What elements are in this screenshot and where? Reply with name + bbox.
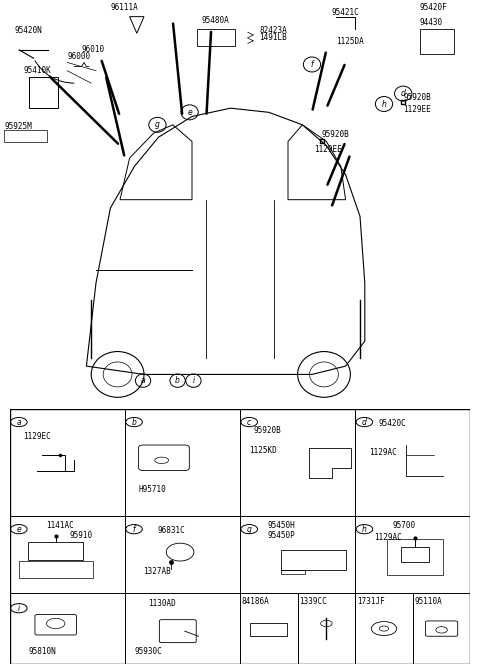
Text: e: e (16, 525, 21, 533)
Text: g: g (247, 525, 252, 533)
Text: 95920B: 95920B (254, 426, 282, 435)
Text: 95110A: 95110A (414, 597, 442, 606)
Text: g: g (155, 120, 160, 130)
Text: 1125DA: 1125DA (336, 37, 364, 46)
Text: c: c (247, 417, 252, 427)
Text: H95710: H95710 (139, 485, 167, 494)
Text: 96010: 96010 (82, 45, 105, 54)
Text: 95410K: 95410K (24, 66, 52, 74)
Text: 95920B: 95920B (322, 130, 349, 140)
Text: 95925M: 95925M (5, 122, 33, 131)
Text: f: f (132, 525, 135, 533)
Text: 1130AD: 1130AD (148, 599, 176, 608)
Text: 96111A: 96111A (110, 3, 138, 12)
Text: 1339CC: 1339CC (299, 597, 327, 606)
Text: 1491LB: 1491LB (259, 32, 287, 42)
Text: 95450P: 95450P (268, 531, 295, 540)
Text: e: e (187, 108, 192, 117)
Text: b: b (132, 417, 136, 427)
Text: 95930C: 95930C (134, 647, 162, 656)
Text: 1327AB: 1327AB (143, 567, 171, 576)
Text: 1129EE: 1129EE (314, 145, 342, 154)
Text: 95920B: 95920B (403, 93, 431, 102)
Text: 95910: 95910 (70, 531, 93, 540)
Text: h: h (362, 525, 367, 533)
Text: 1125KD: 1125KD (249, 446, 277, 454)
Text: 84186A: 84186A (242, 597, 270, 606)
Text: i: i (192, 376, 194, 385)
Text: 95420C: 95420C (378, 419, 406, 427)
Text: a: a (141, 376, 145, 385)
Text: a: a (16, 417, 21, 427)
Text: i: i (18, 604, 20, 613)
Text: b: b (175, 376, 180, 385)
Text: 1129EC: 1129EC (24, 431, 51, 441)
Text: 1141AC: 1141AC (47, 521, 74, 530)
Text: 1129AC: 1129AC (369, 448, 397, 457)
Text: 1129EE: 1129EE (403, 105, 431, 114)
Text: 96831C: 96831C (157, 525, 185, 535)
Text: 95700: 95700 (392, 521, 415, 530)
Text: 95450H: 95450H (268, 521, 295, 530)
Text: 82423A: 82423A (259, 26, 287, 36)
Text: 95810N: 95810N (28, 647, 56, 656)
Text: f: f (311, 60, 313, 69)
Text: 1129AC: 1129AC (373, 533, 401, 542)
Text: 95420N: 95420N (14, 26, 42, 36)
Text: 1731JF: 1731JF (358, 597, 385, 606)
Text: 95420F: 95420F (420, 3, 448, 12)
Text: 94430: 94430 (420, 18, 443, 27)
Text: 95480A: 95480A (202, 16, 229, 25)
Text: d: d (401, 89, 406, 98)
Text: h: h (382, 99, 386, 109)
Text: d: d (362, 417, 367, 427)
Text: 95421C: 95421C (331, 7, 359, 17)
Text: 96000: 96000 (67, 52, 90, 61)
